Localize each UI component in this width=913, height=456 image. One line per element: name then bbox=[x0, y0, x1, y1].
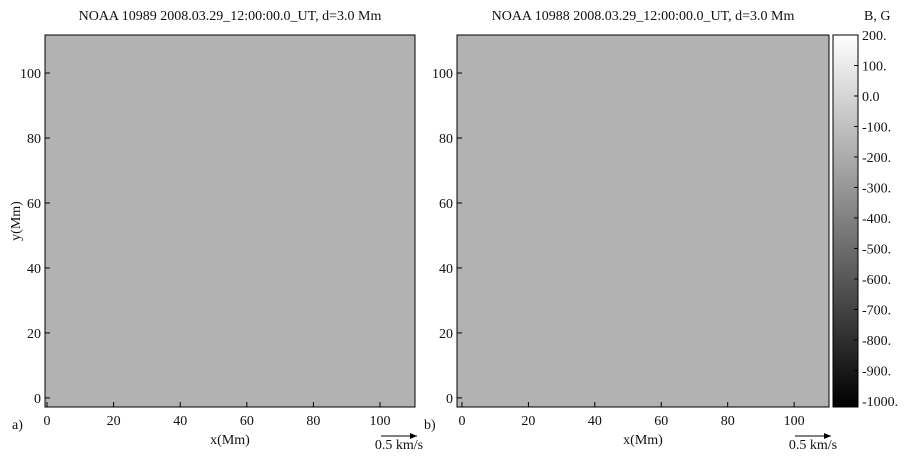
panel-title: NOAA 10988 2008.03.29_12:00:00.0_UT, d=3… bbox=[492, 9, 795, 24]
y-tick-label: 80 bbox=[27, 132, 41, 147]
y-tick-label: 100 bbox=[20, 67, 41, 82]
colorbar-tick-label: -900. bbox=[862, 364, 891, 379]
y-tick-label: 60 bbox=[439, 197, 453, 212]
scale-arrow-label: 0.5 km/s bbox=[789, 438, 837, 451]
y-tick-label: 20 bbox=[439, 327, 453, 342]
magnetogram bbox=[44, 34, 416, 408]
x-tick-label: 0 bbox=[43, 414, 50, 429]
y-tick-label: 0 bbox=[34, 392, 41, 407]
colorbar-tick-label: -600. bbox=[862, 273, 891, 288]
x-tick-label: 40 bbox=[588, 414, 602, 429]
scale-arrow-head bbox=[824, 433, 831, 439]
colorbar-tick-label: -500. bbox=[862, 242, 891, 257]
x-tick-label: 100 bbox=[370, 414, 391, 429]
colorbar-tick-label: 200. bbox=[862, 29, 887, 44]
colorbar-tick-label: -200. bbox=[862, 151, 891, 166]
x-tick-label: 0 bbox=[458, 414, 465, 429]
y-tick-label: 80 bbox=[439, 132, 453, 147]
colorbar-tick-label: -100. bbox=[862, 120, 891, 135]
colorbar-tick-label: -800. bbox=[862, 334, 891, 349]
colorbar-tick-label: -300. bbox=[862, 181, 891, 196]
x-tick-label: 80 bbox=[721, 414, 735, 429]
colorbar bbox=[832, 34, 859, 408]
colorbar-title: B, G bbox=[864, 9, 890, 24]
panel-label: a) bbox=[12, 418, 23, 433]
y-axis-label: y(Mm) bbox=[9, 201, 24, 241]
colorbar-tick-label: 0.0 bbox=[862, 90, 880, 105]
y-tick-label: 60 bbox=[27, 197, 41, 212]
x-tick-label: 60 bbox=[654, 414, 668, 429]
x-axis-label: x(Mm) bbox=[210, 433, 250, 448]
panel-label: b) bbox=[424, 418, 436, 433]
scale-arrow-head bbox=[410, 433, 417, 439]
y-tick-label: 0 bbox=[446, 392, 453, 407]
colorbar-tick-label: -400. bbox=[862, 212, 891, 227]
panel-title: NOAA 10989 2008.03.29_12:00:00.0_UT, d=3… bbox=[79, 9, 382, 24]
x-tick-label: 20 bbox=[107, 414, 121, 429]
colorbar-tick-label: -1000. bbox=[862, 395, 898, 410]
x-tick-label: 20 bbox=[521, 414, 535, 429]
colorbar-tick-label: 100. bbox=[862, 59, 887, 74]
magnetogram bbox=[456, 34, 830, 408]
scale-arrow-label: 0.5 km/s bbox=[375, 438, 423, 451]
y-tick-label: 100 bbox=[432, 67, 453, 82]
colorbar-tick-label: -700. bbox=[862, 303, 891, 318]
x-tick-label: 60 bbox=[240, 414, 254, 429]
x-tick-label: 40 bbox=[173, 414, 187, 429]
x-axis-label: x(Mm) bbox=[623, 433, 663, 448]
y-tick-label: 20 bbox=[27, 327, 41, 342]
x-tick-label: 80 bbox=[306, 414, 320, 429]
y-tick-label: 40 bbox=[439, 262, 453, 277]
x-tick-label: 100 bbox=[784, 414, 805, 429]
y-tick-label: 40 bbox=[27, 262, 41, 277]
